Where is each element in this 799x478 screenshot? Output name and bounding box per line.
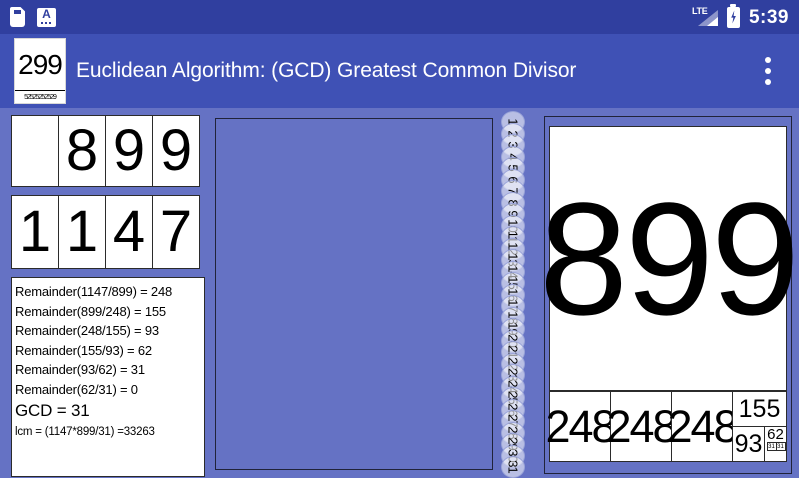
block-248: 248 xyxy=(545,391,617,462)
block-62: 62 31 31 xyxy=(764,426,787,462)
operand-b-digit[interactable]: 4 xyxy=(105,195,153,269)
canvas-panel[interactable] xyxy=(215,118,493,470)
gcd-visualization-panel: 899 248 248 248 155 93 62 31 31 xyxy=(539,116,799,474)
workspace: 8 9 9 1 1 4 7 Remainder(1147/899) = 248 … xyxy=(0,108,799,478)
overflow-dot-1 xyxy=(765,57,771,63)
app-icon-number: 299 xyxy=(18,48,63,80)
lcm-result-line: lcm = (1147*899/31) =33263 xyxy=(15,426,155,438)
operand-a-row: 8 9 9 xyxy=(11,115,205,187)
nested-remainder-column: 155 93 62 31 31 xyxy=(732,391,787,462)
block-31-row: 31 31 xyxy=(765,442,786,451)
log-line: Remainder(62/31) = 0 xyxy=(15,381,138,397)
lte-label: LTE xyxy=(691,6,708,16)
status-bar-left-icons: A xyxy=(10,7,56,27)
block-31: 31 xyxy=(775,442,786,451)
charging-bolt-icon xyxy=(731,10,736,24)
operand-a-digit[interactable]: 8 xyxy=(58,115,106,187)
operand-a-digit[interactable]: 9 xyxy=(152,115,200,187)
battery-charging-icon xyxy=(726,6,740,28)
status-bar-right-icons: LTE 5:39 xyxy=(691,6,789,28)
block-93-62-row: 93 62 31 31 xyxy=(732,426,787,462)
sdcard-icon xyxy=(10,7,25,27)
block-248: 248 xyxy=(606,391,678,462)
ruler-tick[interactable]: 31 xyxy=(500,456,526,478)
log-line: Remainder(248/155) = 93 xyxy=(15,323,159,338)
gcd-result-line: GCD = 31 xyxy=(15,401,90,420)
operand-b-digit[interactable]: 1 xyxy=(11,195,59,269)
app-bar: 299 52525252529 Euclidean Algorithm: (GC… xyxy=(0,34,799,108)
page-title: Euclidean Algorithm: (GCD) Greatest Comm… xyxy=(76,59,577,82)
overflow-menu-icon[interactable] xyxy=(751,46,785,96)
square-899: 899 xyxy=(539,126,799,391)
lte-signal-icon: LTE xyxy=(691,6,718,27)
algorithm-steps-log: Remainder(1147/899) = 248 Remainder(899/… xyxy=(11,277,205,477)
keyboard-input-icon: A xyxy=(37,7,56,27)
overflow-dot-2 xyxy=(765,68,771,74)
log-line: Remainder(1147/899) = 248 xyxy=(15,284,173,299)
block-62-label: 62 xyxy=(767,426,784,443)
operands-panel: 8 9 9 1 1 4 7 Remainder(1147/899) = 248 … xyxy=(11,115,205,477)
operand-b-digit[interactable]: 7 xyxy=(152,195,200,269)
clock-time: 5:39 xyxy=(748,6,789,28)
operand-b-row: 1 1 4 7 xyxy=(11,195,205,269)
log-line: Remainder(899/248) = 155 xyxy=(15,303,166,319)
block-93: 93 xyxy=(732,426,765,462)
app-launcher-icon: 299 52525252529 xyxy=(14,38,66,104)
app-icon-subdigits: 52525252529 xyxy=(15,90,65,103)
operand-a-digit[interactable] xyxy=(11,115,59,187)
signal-bars-filled xyxy=(706,17,718,26)
overflow-dot-3 xyxy=(765,79,771,85)
operand-a-digit[interactable]: 9 xyxy=(105,115,153,187)
ruler-tick-label: 31 xyxy=(505,460,521,473)
vertical-number-ruler[interactable]: 1234567891011121314151617181920212223242… xyxy=(500,111,526,478)
block-155: 155 xyxy=(732,391,787,427)
block-248: 248 xyxy=(667,391,739,462)
operand-b-digit[interactable]: 1 xyxy=(58,195,106,269)
remainder-blocks-row: 248 248 248 155 93 62 31 31 xyxy=(545,391,787,462)
log-line: Remainder(93/62) = 31 xyxy=(15,362,145,377)
log-line: Remainder(155/93) = 62 xyxy=(15,342,152,358)
status-bar: A LTE 5:39 xyxy=(0,0,799,34)
